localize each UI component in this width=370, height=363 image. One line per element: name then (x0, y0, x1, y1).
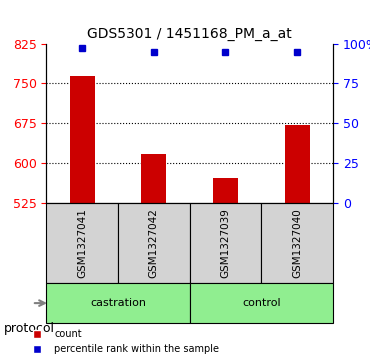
Legend: count, percentile rank within the sample: count, percentile rank within the sample (23, 326, 223, 358)
Text: GSM1327039: GSM1327039 (221, 208, 231, 278)
FancyBboxPatch shape (46, 203, 118, 283)
Legend:  (23, 350, 31, 358)
Text: protocol: protocol (4, 322, 55, 335)
Text: castration: castration (90, 298, 146, 308)
Bar (213, 178, 238, 203)
FancyBboxPatch shape (118, 203, 190, 283)
FancyBboxPatch shape (46, 283, 190, 323)
Text: GSM1327041: GSM1327041 (77, 208, 87, 278)
Bar (70, 76, 95, 203)
Bar (141, 154, 166, 203)
FancyBboxPatch shape (261, 203, 333, 283)
Bar (285, 125, 310, 203)
FancyBboxPatch shape (190, 203, 261, 283)
Text: GSM1327040: GSM1327040 (292, 208, 302, 278)
Text: control: control (242, 298, 280, 308)
FancyBboxPatch shape (190, 283, 333, 323)
Text: GSM1327042: GSM1327042 (149, 208, 159, 278)
Title: GDS5301 / 1451168_PM_a_at: GDS5301 / 1451168_PM_a_at (87, 27, 292, 41)
